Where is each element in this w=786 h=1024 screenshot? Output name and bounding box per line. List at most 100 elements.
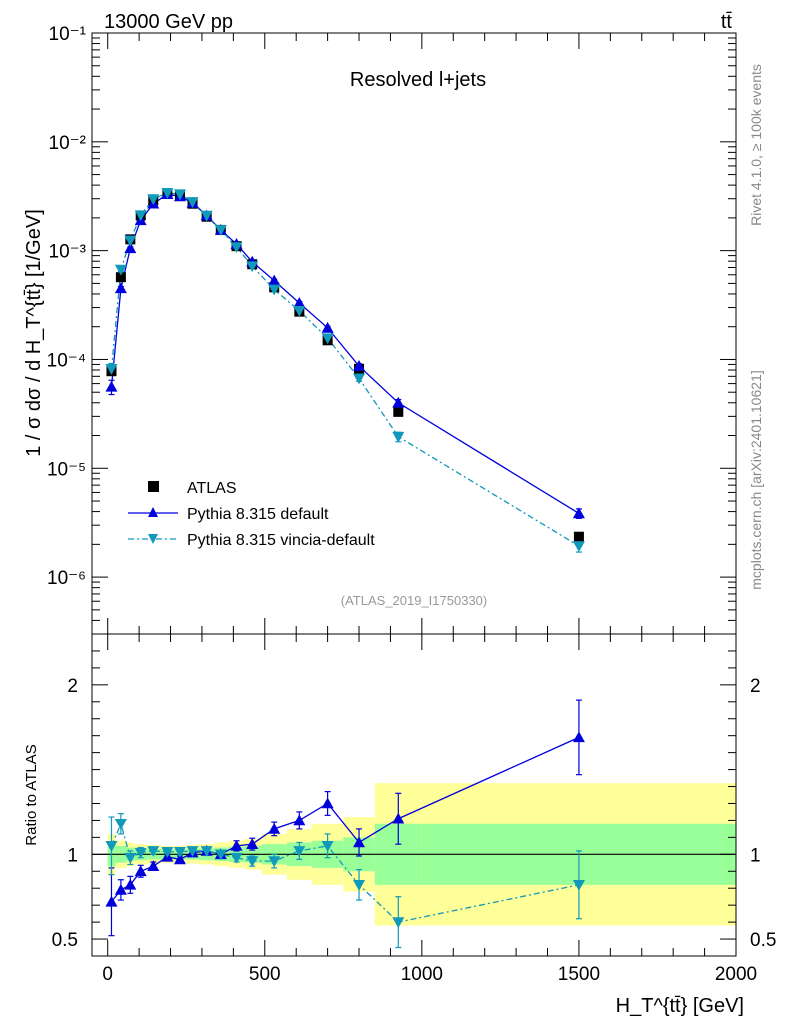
x-tick-label: 0 [102,964,113,985]
ratio-default-point [124,878,137,890]
default-point [321,321,334,333]
main-y-tick-label: 10⁻¹ [49,24,87,45]
main-y-tick-label: 10⁻⁵ [47,459,86,480]
ratio-default-point [105,895,118,907]
ratio-default-point [246,838,259,849]
x-tick-label: 500 [249,964,281,985]
vincia-point [173,189,186,201]
atlas-data-point [393,406,404,417]
ratio-default-point [134,865,147,877]
vincia-point [392,431,405,443]
vincia-point [134,210,147,222]
x-tick-label: 1000 [401,964,443,985]
x-axis-label: H_T^{tt̄} [GeV] [616,995,744,1017]
vincia-point [147,194,160,206]
default-line [110,193,580,514]
atlas-data-point [115,272,126,283]
ratio-default-point [293,814,306,826]
main-y-tick-label: 10⁻³ [49,242,87,263]
vincia-point [293,306,306,317]
ratio-vincia-point [134,847,147,859]
ratio-y-tick-label-right: 1 [750,845,761,866]
ratio-vincia-point [353,880,366,891]
main-y-axis-label: 1 / σ dσ / d H_T^{tt̄} [1/GeV] [23,209,45,457]
analysis-id: (ATLAS_2019_I1750330) [341,593,487,608]
ratio-vincia-line [110,821,580,923]
vincia-line [110,192,580,547]
ratio-default-point [353,836,366,848]
default-point [353,360,366,371]
default-point [572,507,585,519]
ratio-default-point [321,797,334,809]
default-point [105,380,118,392]
legend-atlas-label: ATLAS [187,480,237,497]
vincia-point [124,235,137,247]
ratio-vincia-point [161,846,174,858]
ratio-vincia-point [246,856,259,868]
ratio-vincia-point [321,841,334,852]
ratio-panel-frame [91,633,737,957]
legend-vincia-label: Pythia 8.315 vincia-default [187,532,375,549]
mcplots-label: mcplots.cern.ch [arXiv:2401.10621] [748,370,764,589]
ratio-y-tick-label-right: 0.5 [750,930,776,951]
default-point [268,274,281,286]
vincia-point [214,225,227,236]
ratio-default-point [268,822,281,834]
axis-tick-labels: 10⁻⁶ 10⁻⁵ 10⁻⁴ 10⁻³ 10⁻² 10⁻¹ 0 500 1000 1500 2000… [47,24,777,985]
ratio-vincia-point [214,849,227,861]
vincia-point [161,188,174,199]
main-y-tick-label: 10⁻⁴ [47,350,86,371]
rivet-version-label: Rivet 4.1.0, ≥ 100k events [748,64,764,226]
ratio-y-axis-label: Ratio to ATLAS [23,744,40,845]
process-label: tt̄ [721,11,733,33]
default-point [293,297,306,308]
vincia-point [114,264,127,276]
main-panel-series [105,188,585,553]
ratio-y-tick-label-left: 2 [67,676,78,697]
default-point [114,282,127,294]
default-point [124,242,137,254]
ratio-vincia-point [392,917,405,929]
ratio-default-point [147,860,160,871]
default-point [392,396,405,408]
legend-default-marker [148,507,158,517]
collision-label: 13000 GeV pp [104,11,233,33]
ratio-vincia-point [114,819,127,830]
ratio-vincia-point [200,846,213,857]
ratio-y-tick-label-right: 2 [750,676,761,697]
vincia-point [230,242,243,254]
ratio-vincia-point [268,856,281,868]
vincia-point [186,197,199,208]
ratio-default-point [173,853,186,865]
legend-vincia-marker [148,534,158,544]
ratio-default-point [230,839,243,851]
ratio-default-point [572,731,585,743]
vincia-point [321,333,334,345]
ratio-vincia-point [124,852,137,864]
legend-default-label: Pythia 8.315 default [187,506,329,523]
ratio-vincia-point [186,846,199,857]
vincia-point [246,261,259,273]
ratio-vincia-point [147,846,160,857]
ratio-y-tick-label-left: 1 [67,845,78,866]
vincia-point [105,364,118,375]
ratio-default-point [392,812,405,824]
atlas-data-point [573,531,584,542]
ratio-vincia-point [105,841,118,852]
plot-title: Resolved l+jets [350,69,486,91]
ratio-vincia-point [230,852,243,864]
ratio-default-point [114,883,127,895]
x-tick-label: 1500 [558,964,600,985]
ratio-panel-series [105,699,585,949]
axis-ticks [92,32,737,957]
main-y-tick-label: 10⁻⁶ [47,568,86,589]
vincia-point [572,541,585,553]
legend: ATLAS Pythia 8.315 default Pythia 8.315 … [128,480,375,549]
ratio-vincia-point [293,846,306,857]
x-tick-label: 2000 [715,964,757,985]
legend-atlas-marker [148,481,159,492]
ratio-y-tick-label-left: 0.5 [52,930,78,951]
main-y-tick-label: 10⁻² [49,133,87,154]
vincia-point [200,210,213,222]
